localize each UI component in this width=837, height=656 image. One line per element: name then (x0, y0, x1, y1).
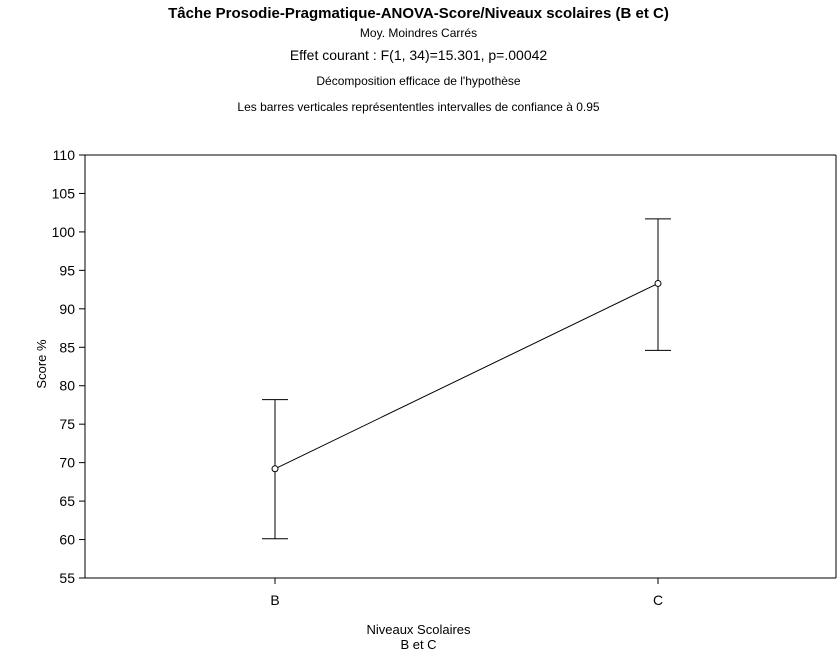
y-axis-ticks: 55 60 65 70 75 80 85 90 95 100 105 110 (52, 147, 85, 586)
data-point (654, 279, 662, 287)
y-tick-label: 80 (59, 378, 75, 394)
y-tick-label: 75 (59, 416, 75, 432)
axes (84, 154, 837, 579)
x-tick-label: B (270, 592, 279, 608)
y-tick-label: 95 (59, 262, 75, 278)
y-tick-label: 55 (59, 570, 75, 586)
y-tick-label: 70 (59, 455, 75, 471)
y-tick-label: 90 (59, 301, 75, 317)
y-tick-label: 105 (52, 185, 76, 201)
x-tick-label: C (653, 592, 663, 608)
y-tick-label: 85 (59, 339, 75, 355)
y-tick-label: 110 (53, 147, 76, 163)
effect-statistic: Effet courant : F(1, 34)=15.301, p=.0004… (289, 47, 548, 63)
data-point (271, 465, 279, 473)
y-tick-label: 60 (59, 532, 75, 548)
decomposition-note: Décomposition efficace de l'hypothèse (316, 74, 521, 88)
x-axis-label: Niveaux Scolaires B et C (0, 622, 837, 652)
confidence-interval-note: Les barres verticales représententles in… (237, 100, 600, 114)
x-axis-label-line2: B et C (400, 637, 437, 652)
x-axis-label-line1: Niveaux Scolaires (366, 622, 471, 637)
y-tick-label: 65 (59, 493, 75, 509)
chart-title: Tâche Prosodie-Pragmatique-ANOVA-Score/N… (168, 5, 669, 22)
y-tick-label: 100 (52, 224, 76, 240)
chart-subtitle: Moy. Moindres Carrés (359, 26, 478, 40)
y-axis-label: Score % (34, 339, 49, 389)
data-marks (262, 218, 671, 540)
series-line (274, 282, 659, 470)
